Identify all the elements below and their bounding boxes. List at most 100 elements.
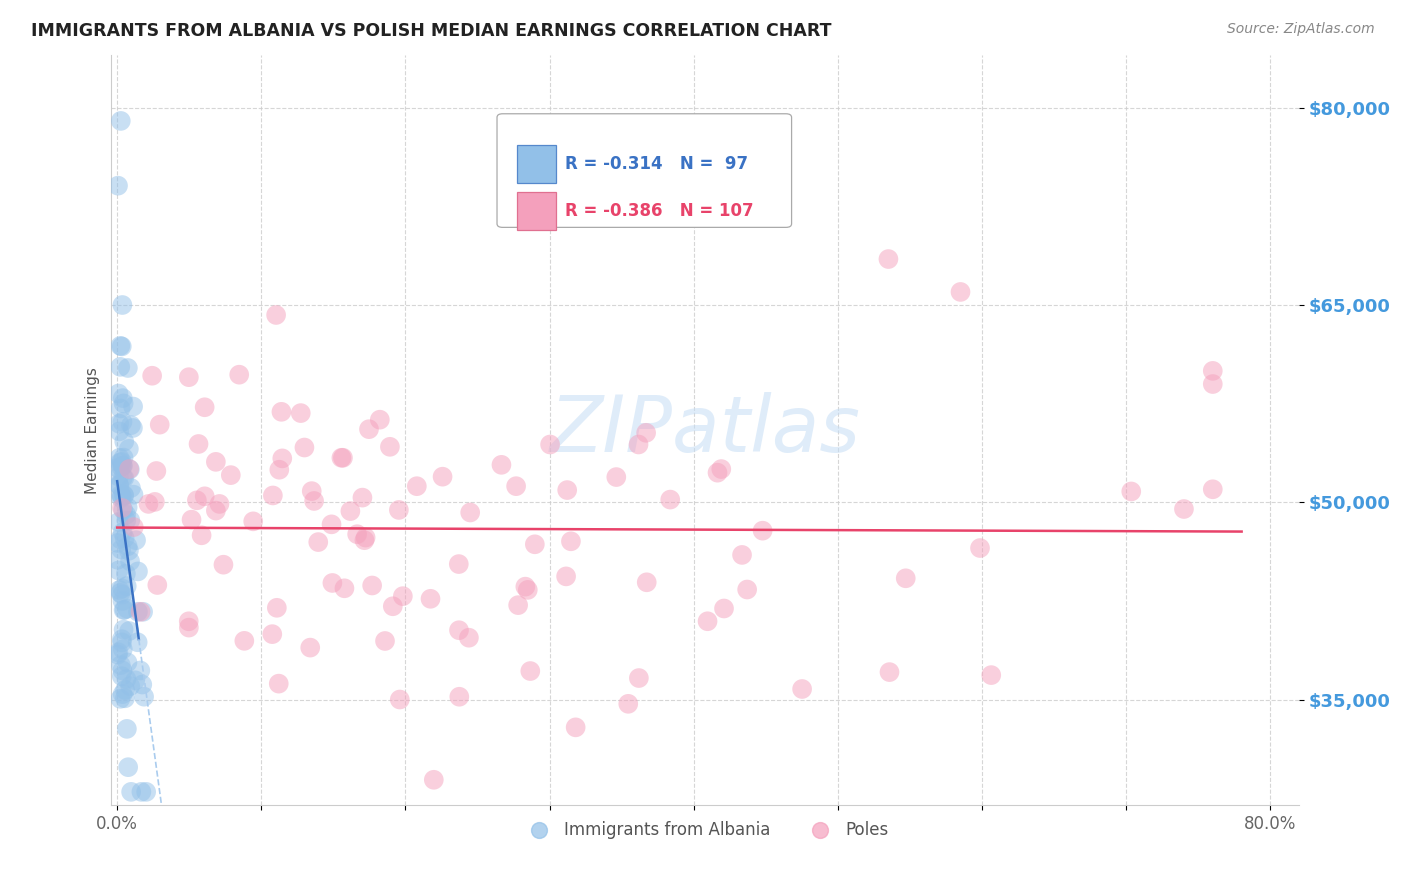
Point: [392, 589, 415, 603]
Point: [1202, 377, 1225, 392]
Point: [110, 658, 132, 673]
Point: [111, 298, 134, 312]
Point: [110, 691, 132, 706]
Point: [713, 601, 735, 615]
Point: [146, 578, 169, 592]
Point: [122, 421, 145, 435]
Point: [515, 580, 537, 594]
Point: [180, 513, 202, 527]
Point: [122, 488, 145, 502]
Point: [107, 515, 129, 529]
Point: [108, 532, 131, 546]
Point: [110, 586, 132, 600]
Point: [115, 601, 138, 615]
Point: [262, 627, 284, 641]
Point: [127, 635, 149, 649]
Point: [111, 632, 134, 647]
Point: [107, 460, 129, 475]
Point: [491, 458, 513, 472]
Point: [124, 673, 146, 688]
Point: [112, 623, 135, 637]
Point: [419, 591, 441, 606]
Point: [131, 785, 153, 799]
Point: [111, 525, 134, 540]
Point: [564, 720, 586, 734]
Point: [321, 517, 343, 532]
Point: [266, 600, 288, 615]
Point: [120, 785, 142, 799]
Point: [117, 760, 139, 774]
Point: [131, 677, 153, 691]
Point: [194, 489, 217, 503]
Point: [107, 645, 129, 659]
Point: [267, 676, 290, 690]
Point: [129, 664, 152, 678]
Point: [117, 361, 139, 376]
Point: [110, 459, 132, 474]
Point: [731, 548, 754, 562]
Point: [111, 391, 134, 405]
Point: [357, 422, 380, 436]
Text: ZIPatlas: ZIPatlas: [550, 392, 860, 468]
Point: [120, 513, 142, 527]
Point: [149, 417, 172, 432]
Point: [879, 665, 901, 679]
Legend: Immigrants from Albania, Poles: Immigrants from Albania, Poles: [516, 814, 896, 846]
Point: [262, 488, 284, 502]
Point: [112, 489, 135, 503]
Point: [205, 455, 228, 469]
Point: [555, 569, 578, 583]
Point: [432, 469, 454, 483]
Point: [617, 697, 640, 711]
Point: [307, 535, 329, 549]
Point: [127, 605, 149, 619]
Point: [120, 418, 142, 433]
Point: [110, 114, 132, 128]
Y-axis label: Median Earnings: Median Earnings: [86, 367, 100, 493]
Point: [368, 412, 391, 426]
Point: [112, 471, 135, 485]
Text: R = -0.386   N = 107: R = -0.386 N = 107: [565, 202, 754, 220]
Point: [120, 481, 142, 495]
Point: [735, 582, 758, 597]
Point: [108, 469, 131, 483]
Point: [208, 497, 231, 511]
Point: [143, 495, 166, 509]
Point: [107, 553, 129, 567]
Point: [120, 679, 142, 693]
Point: [271, 451, 294, 466]
Point: [107, 536, 129, 550]
Point: [332, 450, 354, 465]
Point: [290, 406, 312, 420]
Point: [135, 785, 157, 799]
Point: [111, 635, 134, 649]
Point: [352, 491, 374, 505]
Point: [447, 557, 470, 571]
Point: [627, 437, 650, 451]
Point: [321, 576, 343, 591]
Point: [110, 359, 132, 374]
Point: [381, 599, 404, 614]
Point: [346, 527, 368, 541]
Point: [118, 462, 141, 476]
Point: [190, 528, 212, 542]
Point: [228, 368, 250, 382]
Point: [519, 664, 541, 678]
Point: [111, 455, 134, 469]
Point: [118, 543, 141, 558]
Point: [969, 541, 991, 555]
Point: [294, 441, 316, 455]
Point: [115, 672, 138, 686]
Point: [108, 450, 131, 465]
Point: [117, 656, 139, 670]
Point: [110, 491, 132, 505]
Point: [122, 400, 145, 414]
Point: [108, 425, 131, 439]
Point: [115, 566, 138, 581]
Point: [111, 582, 134, 596]
Point: [108, 478, 131, 492]
Point: [111, 500, 134, 515]
Point: [132, 690, 155, 704]
Point: [636, 425, 658, 440]
Point: [107, 386, 129, 401]
